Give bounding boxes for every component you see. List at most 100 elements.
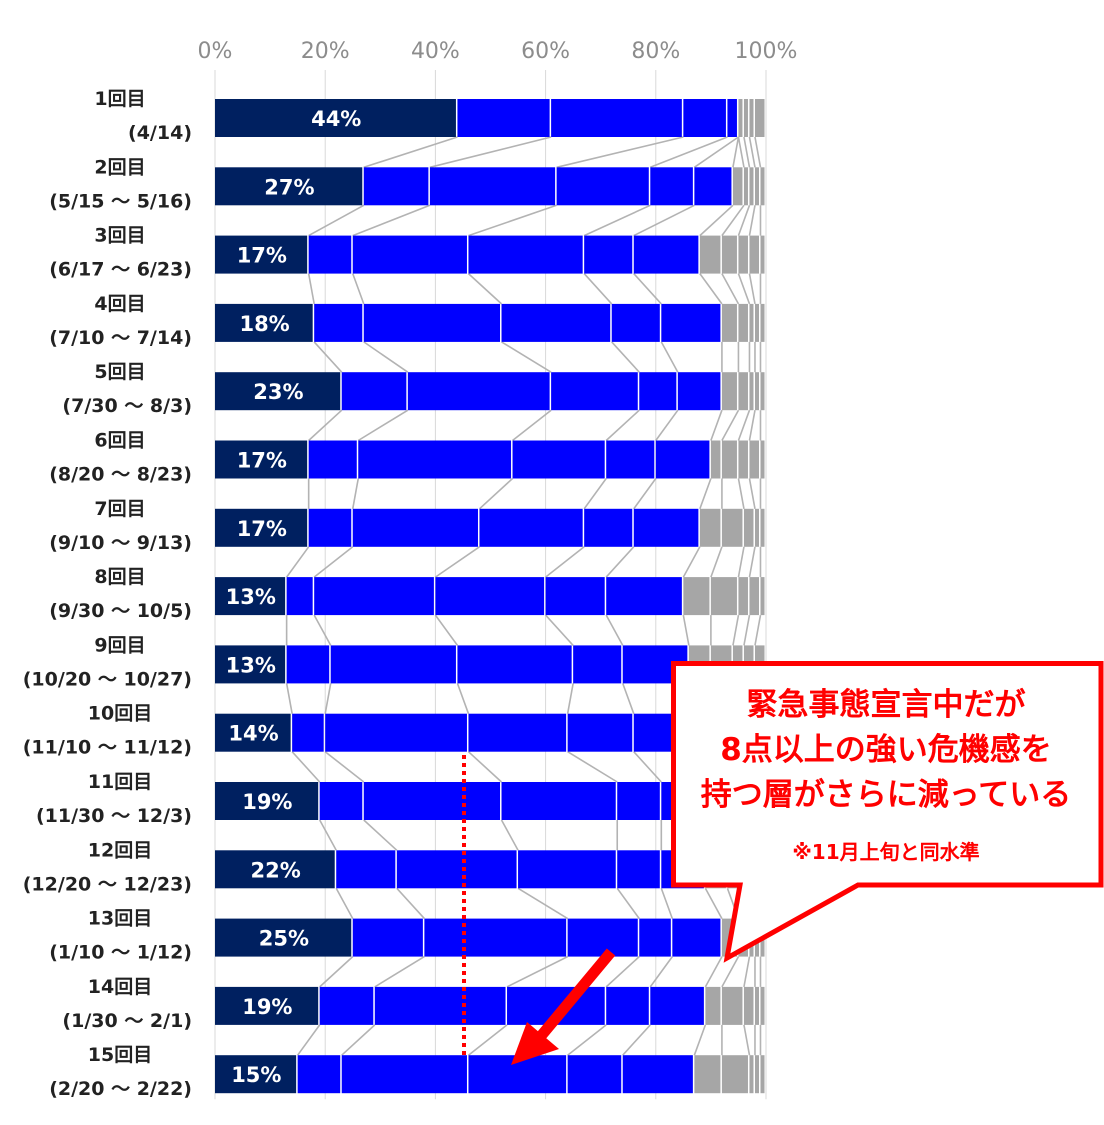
bar-segment: [363, 167, 429, 206]
bar-segment: [479, 508, 583, 547]
category-label-line2: (8/20 ～ 8/23): [49, 464, 192, 486]
bar-segment: [606, 986, 649, 1025]
data-label: 18%: [239, 312, 289, 336]
connector-line: [704, 887, 723, 919]
bar-segment: [352, 508, 478, 547]
connector-line: [556, 136, 684, 169]
data-label: 25%: [259, 927, 309, 951]
connector-line: [605, 956, 640, 988]
bar-segment: [738, 577, 748, 616]
connector-line: [341, 1024, 376, 1056]
bar-segment: [738, 235, 748, 274]
bar-segment: [567, 918, 638, 957]
x-axis-ticks: 0% 20% 40% 60% 80% 100%: [198, 39, 798, 64]
connector-line: [743, 956, 751, 988]
connector-line: [545, 614, 574, 646]
bar-segment: [721, 508, 743, 547]
connector-line: [583, 273, 613, 305]
bar-segment: [749, 167, 754, 206]
bar-segment: [286, 645, 330, 684]
bar-segment: [732, 167, 743, 206]
callout-line-2: 8点以上の強い危機感を: [720, 732, 1052, 768]
bar-segment: [760, 167, 765, 206]
connector-line: [649, 136, 728, 169]
bar-segment: [341, 372, 407, 411]
connector-line: [621, 683, 635, 714]
bar-segment: [457, 99, 550, 137]
connector-line: [748, 136, 756, 168]
category-label-line1: 3回目: [94, 225, 145, 247]
bar-segment: [457, 645, 572, 684]
bar-segment: [325, 713, 467, 752]
category-label-line2: (11/30 ～ 12/3): [36, 805, 192, 827]
bar-row: [215, 440, 765, 479]
connector-line: [682, 546, 701, 578]
connector-line: [710, 409, 723, 441]
connector-line: [710, 546, 723, 578]
connector-line: [308, 204, 365, 237]
bar-segment: [743, 986, 754, 1025]
bar-segment: [286, 577, 313, 616]
connector-line: [434, 546, 480, 578]
bar-segment: [567, 1055, 622, 1094]
bar-segment: [721, 986, 743, 1025]
bar-segment: [760, 508, 765, 547]
bar-segment: [424, 918, 567, 957]
data-label: 13%: [226, 585, 276, 609]
data-label: 17%: [237, 244, 287, 268]
category-label-line1: 15回目: [88, 1044, 152, 1066]
connector-line: [456, 683, 470, 714]
connector-line: [721, 409, 740, 441]
data-label: 27%: [264, 175, 314, 199]
bar-segment: [738, 372, 748, 411]
bar-segment: [407, 372, 550, 411]
connector-line: [748, 205, 756, 236]
bar-segment: [215, 1055, 297, 1094]
bar-segment: [435, 577, 545, 616]
bar-segment: [584, 508, 633, 547]
bar-segment: [468, 235, 583, 274]
connector-line: [693, 136, 739, 168]
bar-segment: [215, 235, 308, 274]
arrow-shaft: [536, 948, 616, 1040]
bar-segment: [721, 303, 737, 342]
connector-line: [732, 614, 740, 646]
category-label-line1: 2回目: [94, 156, 145, 178]
connector-line: [633, 751, 662, 783]
data-label: 19%: [242, 995, 292, 1019]
bar-segment: [215, 440, 308, 479]
category-label-line1: 4回目: [94, 293, 145, 315]
category-label-line2: (2/20 ～ 2/22): [49, 1078, 192, 1100]
bar-segment: [606, 577, 682, 616]
bar-row: [215, 167, 765, 206]
bar-segment: [743, 167, 748, 206]
connector-line: [434, 614, 459, 646]
bar-segment: [754, 508, 759, 547]
connector-line: [313, 341, 343, 373]
bar-segment: [292, 713, 324, 752]
bar-segment: [633, 508, 699, 547]
bar-segment: [754, 167, 759, 206]
bar-segment: [760, 1055, 765, 1094]
bar-segment: [215, 508, 308, 547]
bar-segment: [573, 645, 622, 684]
bar-row: [215, 303, 765, 342]
bar-segment: [215, 850, 335, 889]
bar-segment: [650, 167, 693, 206]
connector-line: [743, 136, 751, 168]
bar-row: [215, 372, 765, 411]
bar-segment: [556, 167, 649, 206]
bar-segment: [567, 713, 633, 752]
bar-row: [215, 577, 765, 616]
category-label-line2: (7/30 ～ 8/3): [62, 395, 192, 417]
bar-segment: [606, 440, 655, 479]
bar-segment: [749, 440, 759, 479]
callout-line-3: 持つ層がさらに減っている: [700, 777, 1072, 813]
connector-line: [737, 546, 745, 578]
connector-line: [660, 341, 679, 373]
category-label-line2: (9/10 ～ 9/13): [49, 532, 192, 554]
data-label: 14%: [228, 722, 278, 746]
connector-line: [318, 819, 337, 851]
bar-segment: [215, 918, 352, 957]
